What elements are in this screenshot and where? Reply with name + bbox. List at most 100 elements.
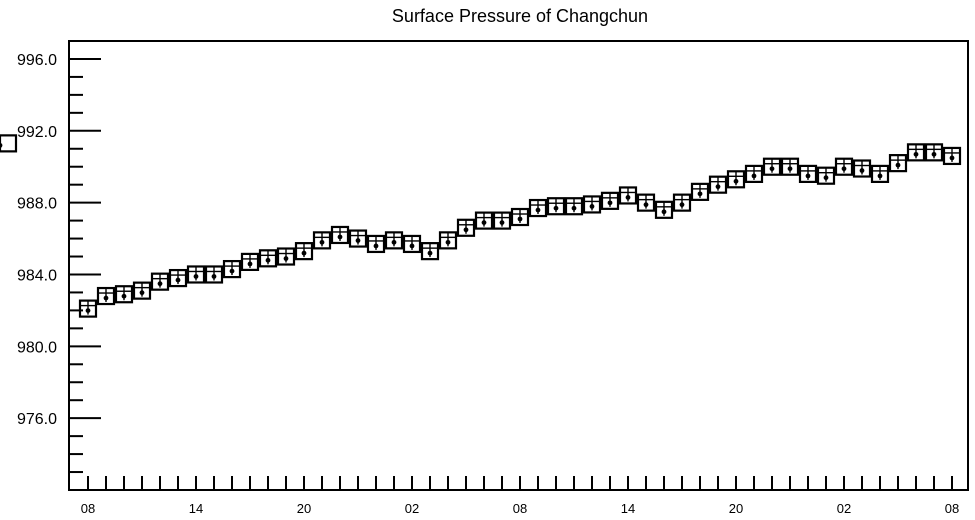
data-point-dot <box>949 155 955 161</box>
data-point <box>258 249 278 268</box>
data-point-dot <box>463 227 469 233</box>
data-point-dot <box>139 290 145 296</box>
data-point <box>0 134 18 153</box>
data-point <box>798 164 818 184</box>
data-point <box>708 175 728 194</box>
data-point-dot <box>337 234 343 240</box>
data-point <box>600 191 620 210</box>
data-point <box>294 242 314 261</box>
x-tick-label: 02 <box>837 501 851 516</box>
data-point-dot <box>679 202 685 208</box>
data-point <box>744 164 764 184</box>
data-point <box>654 200 674 219</box>
data-point <box>348 229 368 248</box>
marks-layer <box>0 134 962 318</box>
data-point <box>150 272 170 291</box>
data-point <box>582 195 602 214</box>
data-point <box>780 157 800 176</box>
data-point <box>510 207 530 227</box>
axes-layer: 976.0 980.0 984.0 988.0 992.0 996.0 08 14 20 02 08… <box>17 40 959 516</box>
data-point <box>528 198 548 218</box>
data-point-dot <box>373 243 379 249</box>
data-point-dot <box>751 173 757 179</box>
data-point <box>96 286 116 306</box>
data-point-dot <box>481 220 487 226</box>
y-tick-label: 976.0 <box>17 411 57 428</box>
data-point-dot <box>247 261 253 267</box>
data-point-dot <box>85 308 91 314</box>
x-tick-label: 08 <box>945 501 959 516</box>
data-point <box>330 225 350 245</box>
y-tick-label: 984.0 <box>17 267 57 284</box>
data-point <box>672 193 692 212</box>
data-point-dot <box>427 250 433 256</box>
data-point-dot <box>157 281 163 287</box>
data-point <box>816 166 836 185</box>
data-point-dot <box>499 220 505 226</box>
data-point-dot <box>265 257 271 263</box>
data-point <box>564 197 584 216</box>
data-point-dot <box>319 239 325 245</box>
data-point <box>168 268 188 288</box>
plot-frame <box>68 40 969 491</box>
data-point <box>276 247 296 266</box>
data-point-dot <box>0 142 3 148</box>
data-point <box>852 159 872 178</box>
data-point <box>240 252 260 272</box>
x-tick-label: 08 <box>513 501 527 516</box>
data-point <box>114 285 134 304</box>
data-point-dot <box>391 239 397 245</box>
data-point-dot <box>103 295 109 301</box>
chart-title: Surface Pressure of Changchun <box>392 6 648 26</box>
data-point-dot <box>769 166 775 172</box>
y-tick-label: 988.0 <box>17 196 57 213</box>
data-point-dot <box>931 151 937 157</box>
data-point <box>888 154 908 173</box>
data-point <box>204 265 224 284</box>
data-point-dot <box>913 151 919 157</box>
data-point-dot <box>301 250 307 256</box>
data-point-dot <box>517 216 523 222</box>
data-point <box>870 164 890 184</box>
data-point <box>384 231 404 250</box>
data-point-dot <box>121 293 127 299</box>
data-point-dot <box>445 239 451 245</box>
data-point-dot <box>211 274 217 279</box>
data-point <box>438 231 458 250</box>
data-point <box>726 170 746 189</box>
data-point <box>546 197 566 216</box>
y-tick-label: 992.0 <box>17 124 57 141</box>
x-tick-label: 14 <box>621 501 635 516</box>
x-tick-label: 20 <box>729 501 743 516</box>
data-point-dot <box>355 238 361 243</box>
y-tick-label: 996.0 <box>17 52 57 69</box>
data-point-dot <box>571 205 577 211</box>
x-tick-label: 02 <box>405 501 419 516</box>
data-point-dot <box>733 178 739 184</box>
data-point-dot <box>661 209 667 215</box>
data-point-dot <box>553 205 559 211</box>
x-tick-label: 20 <box>297 501 311 516</box>
data-point <box>942 146 962 166</box>
data-point-dot <box>895 162 901 168</box>
data-point-dot <box>643 202 649 208</box>
data-point <box>366 234 386 254</box>
data-point-dot <box>193 274 199 279</box>
data-point <box>420 242 440 261</box>
data-point-dot <box>589 204 595 209</box>
data-point <box>186 265 206 284</box>
x-tick-label: 08 <box>81 501 95 516</box>
y-tick-label: 980.0 <box>17 339 57 356</box>
data-point-dot <box>535 207 541 213</box>
data-point-dot <box>625 195 631 200</box>
data-point <box>78 299 98 318</box>
data-point-dot <box>607 200 613 206</box>
data-point-dot <box>175 277 181 283</box>
data-point-dot <box>859 168 865 173</box>
data-point <box>474 211 494 230</box>
data-point <box>132 281 152 300</box>
data-point <box>402 234 422 254</box>
data-point <box>312 231 332 250</box>
data-point-dot <box>715 184 721 190</box>
